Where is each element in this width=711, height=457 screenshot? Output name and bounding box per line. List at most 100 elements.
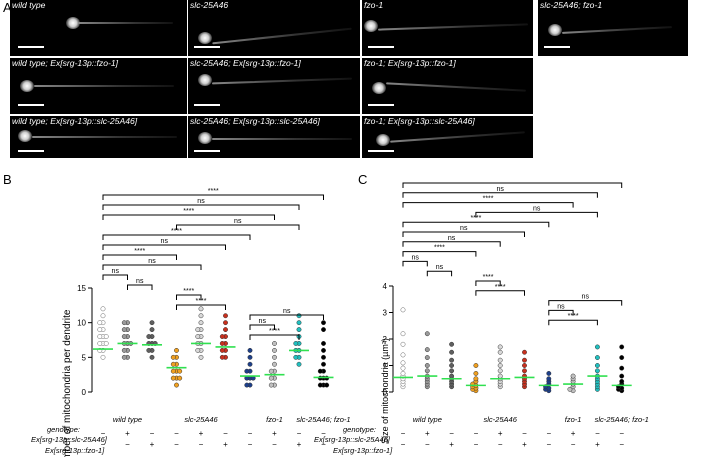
data-point bbox=[97, 334, 103, 339]
significance-bracket bbox=[402, 221, 550, 228]
significance-label: **** bbox=[483, 274, 494, 281]
significance-label: ns bbox=[557, 303, 565, 310]
data-point bbox=[223, 320, 228, 326]
row-label-ex-fzo: Ex[srg-13p::fzo-1] bbox=[333, 446, 393, 455]
data-point bbox=[424, 355, 430, 361]
significance-label: **** bbox=[495, 284, 506, 291]
data-point bbox=[177, 375, 183, 381]
data-point bbox=[424, 347, 430, 353]
data-point bbox=[321, 320, 326, 326]
row-marker: − bbox=[546, 429, 551, 438]
row-marker: − bbox=[522, 429, 527, 438]
row-label-ex-fzo: Ex[srg-13p::fzo-1] bbox=[45, 446, 105, 455]
genotype-label: wild type bbox=[413, 415, 442, 424]
y-tick-label: 2 bbox=[383, 335, 388, 344]
significance-label: ns bbox=[234, 218, 242, 225]
data-point bbox=[219, 354, 225, 360]
y-tick-label: 0 bbox=[82, 388, 87, 397]
data-point bbox=[321, 341, 326, 346]
data-point bbox=[198, 320, 204, 326]
micrograph-slc-25a46-ex-slc-25a46: slc-25A46; Ex[srg-13p::slc-25A46] bbox=[188, 116, 360, 158]
row-marker: − bbox=[248, 429, 253, 438]
data-point bbox=[424, 331, 430, 337]
data-point bbox=[121, 347, 127, 353]
data-point bbox=[100, 354, 106, 360]
row-marker: − bbox=[449, 429, 454, 438]
row-marker: − bbox=[425, 440, 430, 449]
data-point bbox=[594, 344, 600, 350]
data-point bbox=[244, 368, 250, 374]
row-marker: − bbox=[474, 440, 479, 449]
data-point bbox=[619, 365, 625, 371]
significance-label: **** bbox=[183, 208, 194, 215]
micrograph-label: fzo-1; Ex[srg-13p::slc-25A46] bbox=[364, 116, 475, 126]
significance-bracket bbox=[176, 304, 226, 310]
row-marker: − bbox=[619, 440, 624, 449]
micrograph-fzo-1: fzo-1 bbox=[362, 0, 533, 56]
row-marker: − bbox=[174, 440, 179, 449]
data-point bbox=[198, 354, 204, 360]
row-marker: − bbox=[150, 429, 155, 438]
y-axis-label: Number of mitochondria per dendrite bbox=[62, 309, 73, 457]
data-point bbox=[546, 371, 552, 376]
data-point bbox=[170, 361, 176, 367]
row-label-ex-slc: Ex[srg-13p::slc-25A46] bbox=[314, 435, 390, 444]
data-point bbox=[449, 368, 455, 374]
data-point bbox=[424, 368, 430, 374]
data-point bbox=[97, 341, 103, 346]
row-marker: − bbox=[125, 440, 130, 449]
row-marker: − bbox=[595, 429, 600, 438]
data-point bbox=[594, 363, 600, 368]
data-point bbox=[400, 307, 406, 313]
significance-label: **** bbox=[470, 215, 481, 222]
micrograph-label: wild type; Ex[srg-13p::slc-25A46] bbox=[12, 116, 138, 126]
data-point bbox=[198, 306, 204, 312]
row-marker: − bbox=[248, 440, 253, 449]
data-point bbox=[296, 320, 302, 326]
row-marker: − bbox=[401, 440, 406, 449]
micrograph-label: wild type bbox=[12, 0, 46, 10]
data-point bbox=[497, 363, 503, 368]
significance-bracket bbox=[127, 284, 153, 290]
genotype-label: slc-25A46; fzo-1 bbox=[595, 415, 649, 424]
data-point bbox=[449, 349, 455, 355]
significance-label: **** bbox=[171, 228, 182, 235]
data-point bbox=[594, 355, 600, 361]
row-marker: + bbox=[498, 429, 503, 438]
significance-bracket bbox=[102, 234, 251, 240]
significance-label: ns bbox=[259, 318, 267, 325]
data-point bbox=[522, 363, 527, 368]
data-point bbox=[400, 331, 406, 337]
data-point bbox=[174, 382, 179, 388]
row-marker: − bbox=[474, 429, 479, 438]
significance-bracket bbox=[548, 319, 598, 326]
significance-label: ns bbox=[148, 258, 156, 265]
data-point bbox=[449, 341, 455, 347]
y-tick-label: 15 bbox=[77, 284, 86, 293]
data-point bbox=[195, 327, 201, 333]
significance-bracket bbox=[102, 204, 300, 210]
micrograph-label: slc-25A46 bbox=[190, 0, 229, 10]
significance-bracket bbox=[402, 192, 598, 198]
data-point bbox=[219, 334, 225, 339]
y-tick-label: 4 bbox=[383, 282, 388, 291]
row-marker: + bbox=[449, 440, 454, 449]
significance-bracket bbox=[249, 334, 300, 340]
data-point bbox=[324, 382, 330, 388]
data-point bbox=[317, 382, 323, 388]
significance-label: ns bbox=[161, 238, 169, 245]
data-point bbox=[97, 327, 103, 333]
row-marker: + bbox=[150, 440, 155, 449]
row-marker: − bbox=[401, 429, 406, 438]
significance-bracket bbox=[402, 202, 574, 208]
data-point bbox=[296, 313, 302, 319]
data-point bbox=[170, 368, 176, 374]
row-marker: + bbox=[522, 440, 527, 449]
significance-bracket bbox=[475, 211, 598, 218]
data-point bbox=[497, 373, 503, 379]
significance-bracket bbox=[249, 324, 275, 330]
row-marker: − bbox=[498, 440, 503, 449]
genotype-label: fzo-1 bbox=[266, 415, 283, 424]
micrograph-fzo-1-ex-slc-25a46: fzo-1; Ex[srg-13p::slc-25A46] bbox=[362, 116, 533, 158]
data-point bbox=[296, 327, 302, 333]
